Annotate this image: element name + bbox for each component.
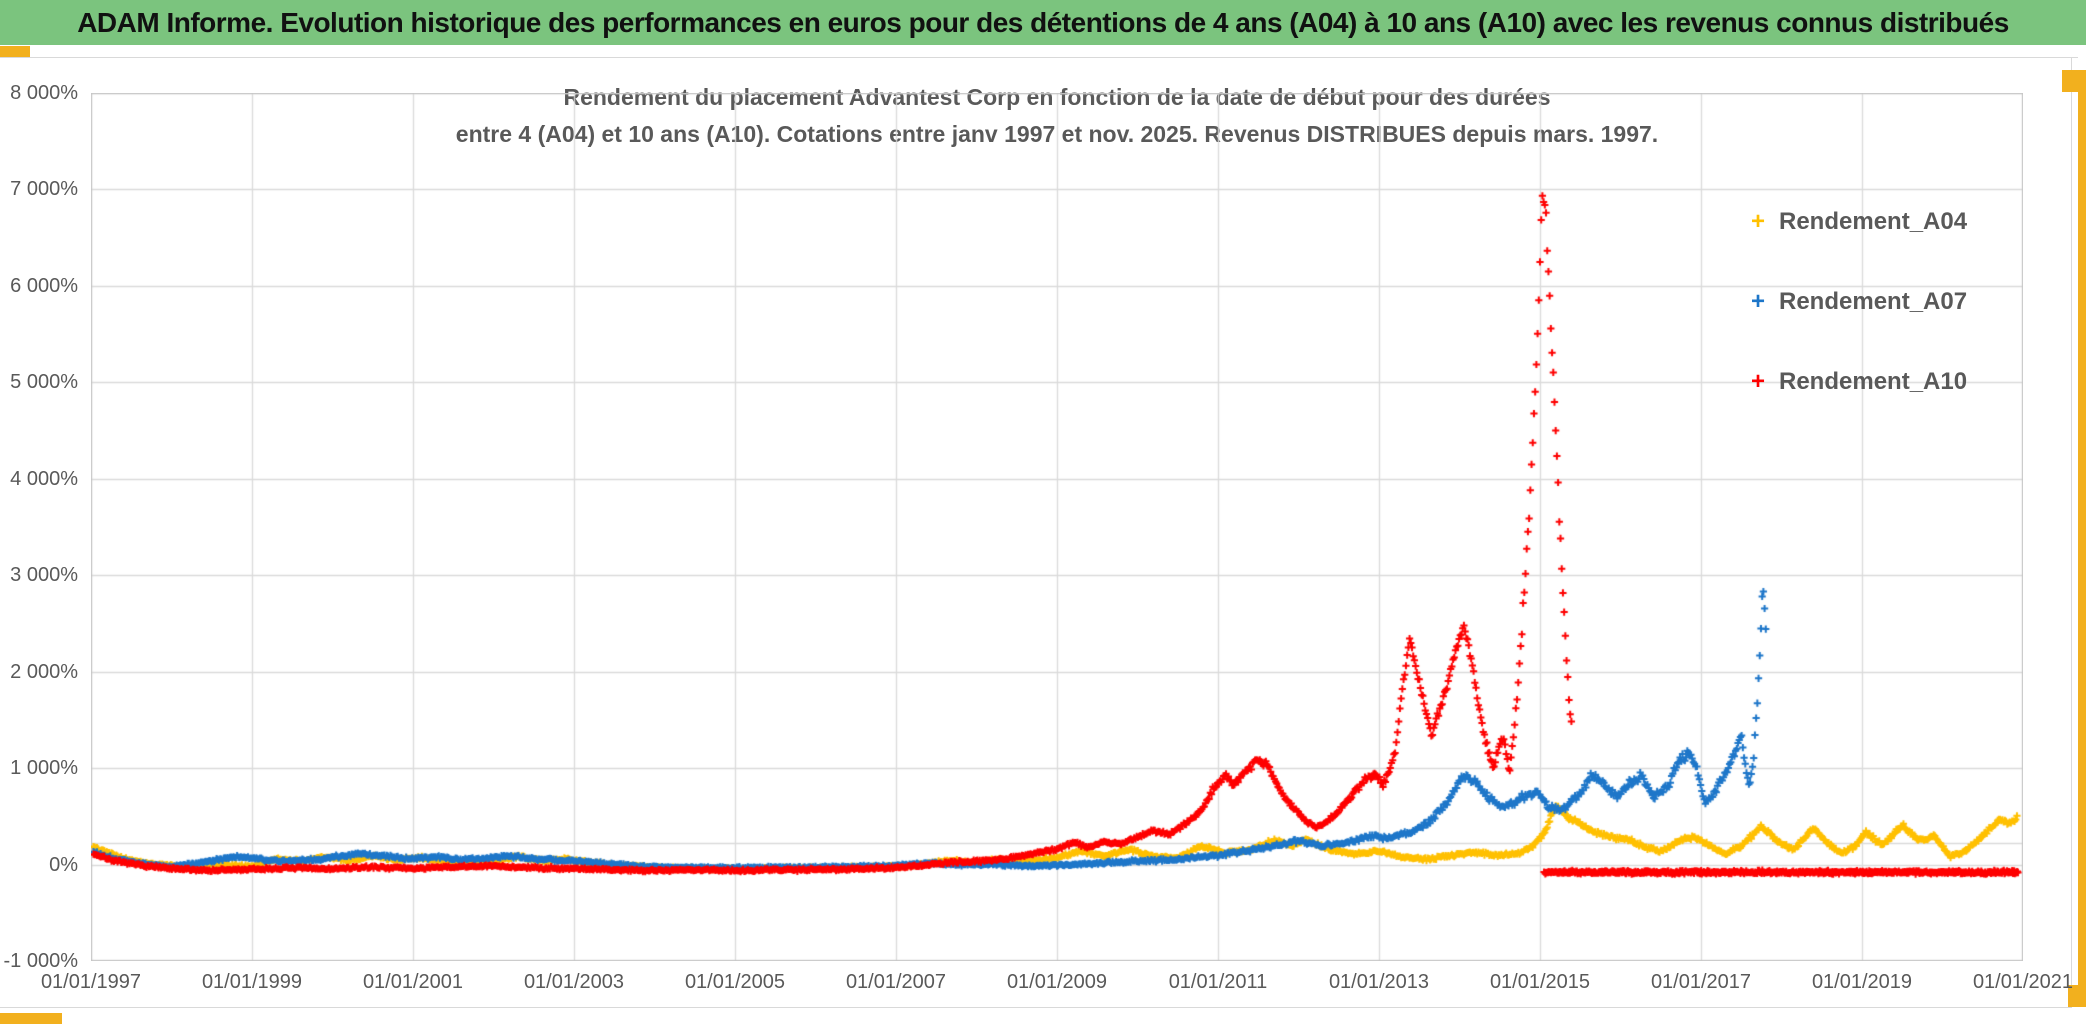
x-axis-tick-label: 01/01/2009 <box>1006 971 1108 993</box>
x-axis-tick-label: 01/01/2007 <box>845 971 947 993</box>
legend-item-a07[interactable]: + Rendement_A07 <box>1745 272 1967 332</box>
page-title: ADAM Informe. Evolution historique des p… <box>77 6 2009 38</box>
x-axis-tick-label: 01/01/2017 <box>1650 971 1752 993</box>
legend-item-a10[interactable]: + Rendement_A10 <box>1745 352 1967 412</box>
chart-legend: + Rendement_A04 + Rendement_A07 + Rendem… <box>1745 192 1967 412</box>
y-axis-tick-label: 3 000% <box>10 564 78 587</box>
plus-marker-icon: + <box>1750 368 1765 395</box>
gold-accent-top-right <box>2062 70 2079 92</box>
legend-label: Rendement_A04 <box>1779 208 1968 235</box>
header-bar: ADAM Informe. Evolution historique des p… <box>0 0 2086 45</box>
gold-accent-bottom-right <box>2068 985 2086 1007</box>
legend-label: Rendement_A10 <box>1779 368 1968 395</box>
x-axis-tick-label: 01/01/2013 <box>1328 971 1430 993</box>
plus-marker-icon: + <box>1750 208 1765 235</box>
plus-marker-icon: + <box>1750 288 1765 315</box>
y-axis-tick-label: 8 000% <box>10 82 78 104</box>
gold-accent-bottom-left <box>0 1013 62 1024</box>
y-axis-tick-label: 1 000% <box>10 757 78 780</box>
chart-frame-bottom <box>0 1007 2072 1008</box>
legend-label: Rendement_A07 <box>1779 288 1968 315</box>
chart-frame-right <box>2071 58 2072 1008</box>
x-axis-tick-label: 01/01/2005 <box>684 971 786 993</box>
x-axis-tick-label: 01/01/2015 <box>1489 971 1591 993</box>
x-axis-tick-label: 01/01/1999 <box>201 971 303 993</box>
y-axis-tick-label: 7 000% <box>10 178 78 201</box>
x-axis-tick-label: 01/01/2003 <box>523 971 625 993</box>
x-axis-tick-label: 01/01/2019 <box>1811 971 1913 993</box>
header-divider <box>0 57 2078 58</box>
x-axis-tick-label: 01/01/2011 <box>1168 971 1268 993</box>
x-axis-tick-label: 01/01/2001 <box>362 971 464 993</box>
gold-accent-right-strip <box>2078 70 2086 1007</box>
x-axis-tick-label: 01/01/2021 <box>1972 971 2074 993</box>
gold-accent-header-left <box>0 46 30 57</box>
y-axis-tick-label: 0% <box>49 853 78 876</box>
y-axis-tick-label: 6 000% <box>10 274 78 297</box>
y-axis-tick-label: -1 000% <box>3 950 79 972</box>
y-axis-tick-label: 5 000% <box>10 371 78 394</box>
x-axis-tick-label: 01/01/1997 <box>40 971 142 993</box>
y-axis-tick-label: 4 000% <box>10 467 78 490</box>
y-axis-tick-label: 2 000% <box>10 660 78 683</box>
scatter-plot-canvas <box>91 93 2023 961</box>
legend-item-a04[interactable]: + Rendement_A04 <box>1745 192 1967 252</box>
